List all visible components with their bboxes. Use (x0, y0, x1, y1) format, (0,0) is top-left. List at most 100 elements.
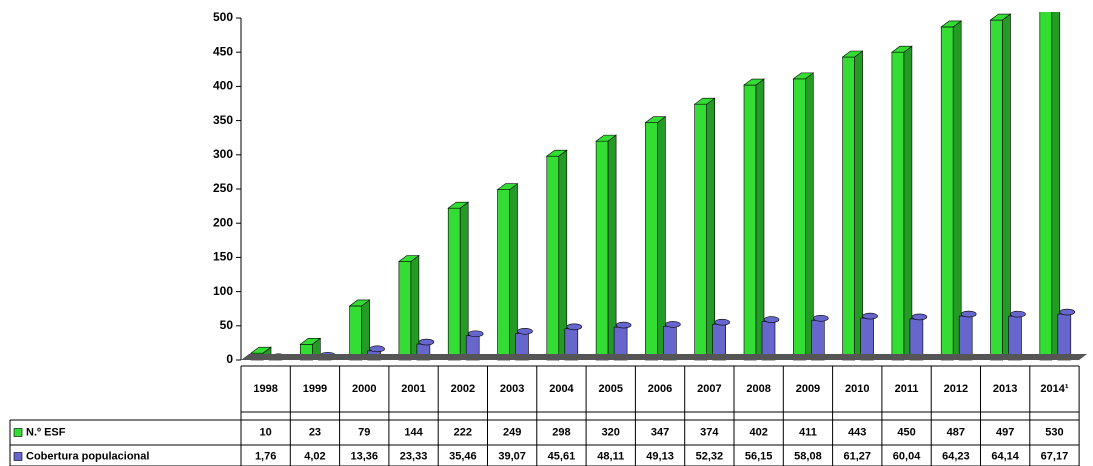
x-tick-label: 2008 (746, 383, 770, 395)
bar-top (644, 116, 667, 123)
bar-top (348, 299, 371, 307)
bar-top (1059, 308, 1076, 316)
table-cell: 222 (454, 426, 472, 438)
bar (546, 155, 560, 361)
x-tick-label: 2013 (993, 383, 1017, 395)
table-cell: 64,14 (991, 450, 1019, 462)
bar-top (891, 45, 913, 53)
bar-top (763, 316, 780, 323)
floor (241, 354, 1088, 360)
bar-side (607, 134, 617, 361)
bar (1008, 315, 1022, 361)
plot-area (250, 12, 1076, 361)
table-cell: 23 (309, 426, 321, 438)
table-cell: 56,15 (745, 450, 773, 462)
table-cell: 320 (602, 426, 620, 438)
bar-top (665, 321, 681, 328)
bar-top (517, 327, 533, 335)
bar-top (250, 346, 272, 354)
bar (792, 78, 806, 361)
table-cell: 298 (552, 426, 570, 438)
bar (842, 56, 855, 361)
bar (595, 140, 609, 361)
y-tick-label: 150 (213, 250, 233, 264)
table-cell: 450 (897, 426, 915, 438)
bar-top (447, 201, 470, 209)
bar (497, 189, 510, 361)
table-cell: 52,32 (696, 450, 724, 462)
bar (398, 261, 412, 361)
bar-top (743, 78, 765, 86)
legend-label: N.º ESF (26, 426, 66, 438)
y-tick-label: 100 (213, 284, 233, 298)
bar-side (706, 97, 716, 361)
table-cell: 487 (947, 426, 965, 438)
table-cell: 79 (358, 426, 370, 438)
bar-side (903, 45, 913, 361)
y-tick-label: 250 (213, 181, 233, 195)
table-cell: 61,27 (843, 450, 871, 462)
bar-top (1010, 310, 1026, 318)
bar-side (755, 78, 765, 361)
y-tick-label: 500 (213, 10, 233, 24)
table-cell: 45,61 (548, 450, 576, 462)
y-tick-label: 450 (213, 44, 233, 58)
bar (1057, 313, 1072, 361)
table-cell: 1,76 (255, 450, 276, 462)
bar-top (566, 323, 583, 331)
bar (694, 103, 708, 361)
x-tick-label: 2002 (451, 383, 475, 395)
x-tick-label: 2012 (944, 383, 968, 395)
bar (1039, 12, 1053, 361)
bar-top (467, 330, 484, 338)
bar (447, 207, 461, 361)
table-cell: 497 (996, 426, 1014, 438)
table-cell: 530 (1045, 426, 1063, 438)
bar-top (397, 255, 420, 262)
table-cell: 13,36 (350, 450, 378, 462)
x-tick-label: 1998 (253, 383, 277, 395)
table-cell: 249 (503, 426, 521, 438)
x-tick-label: 1999 (303, 383, 327, 395)
table-cell: 402 (749, 426, 767, 438)
legend-swatch (13, 452, 23, 461)
bar (891, 51, 905, 361)
table-cell: 23,33 (400, 450, 428, 462)
bar-top (911, 313, 928, 321)
x-tick-label: 2009 (796, 383, 820, 395)
x-tick-label: 2003 (500, 383, 524, 395)
table-cell: 58,08 (794, 450, 822, 462)
bar-side (952, 20, 962, 361)
bar (645, 122, 658, 361)
bar-top (545, 149, 568, 157)
bar-top (418, 338, 435, 346)
bar-top (841, 50, 864, 58)
y-tick-label: 0 (226, 352, 233, 366)
bar (909, 318, 924, 361)
table-cell: 35,46 (449, 450, 477, 462)
x-tick-label: 2005 (599, 383, 623, 395)
bar-side (657, 116, 666, 361)
bar-top (299, 337, 322, 345)
table-cell: 49,13 (646, 450, 674, 462)
bar-top (989, 13, 1012, 21)
bar-top (960, 310, 977, 318)
table-cell: 347 (651, 426, 669, 438)
table-cell: 144 (404, 426, 423, 438)
legend-label: Cobertura populacional (26, 450, 149, 462)
bar-top (595, 134, 617, 142)
x-tick-label: 2006 (648, 383, 672, 395)
legend-swatch (13, 428, 23, 437)
table-cell: 67,17 (1041, 450, 1069, 462)
x-tick-label: 2014¹ (1040, 383, 1068, 395)
bar-top (862, 312, 878, 320)
x-tick-label: 2007 (697, 383, 721, 395)
bar-side (854, 50, 863, 361)
bar-top (693, 97, 716, 105)
table-cell: 443 (848, 426, 866, 438)
bar-top (940, 20, 963, 28)
table-cell: 4,02 (304, 450, 325, 462)
bar-top (714, 318, 731, 326)
table-cell: 39,07 (498, 450, 526, 462)
